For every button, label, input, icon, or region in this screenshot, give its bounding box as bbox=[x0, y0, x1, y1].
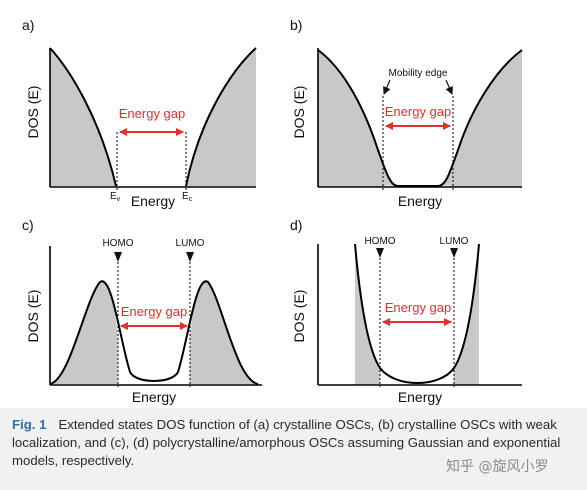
panel-b-mobility-arrow-left bbox=[383, 79, 391, 95]
panel-letter-d: d) bbox=[290, 217, 302, 233]
panel-a-conduction-band bbox=[186, 48, 256, 186]
panel-d-gap-label: Energy gap bbox=[385, 300, 452, 315]
panel-c-lumo-label: LUMO bbox=[176, 238, 205, 249]
panel-letter-c: c) bbox=[22, 217, 34, 233]
panel-c-ylabel: DOS (E) bbox=[25, 290, 41, 343]
panel-c-homo-label: HOMO bbox=[102, 238, 133, 249]
panel-b-band-fill bbox=[318, 50, 522, 187]
panel-c: c) DOS (E) HOMO LUMO Energy gap Energy bbox=[22, 217, 262, 405]
panel-b: b) DOS (E) Mobility edge Energy gap Ener… bbox=[290, 17, 523, 209]
panel-c-xlabel: Energy bbox=[132, 389, 176, 405]
panel-d: d) DOS (E) HOMO LUMO Energy gap Energy bbox=[290, 217, 522, 405]
panel-c-homo-fill bbox=[50, 281, 118, 384]
watermark: 知乎 @旋风小罗 bbox=[446, 459, 549, 475]
panel-d-left-fill bbox=[355, 244, 380, 385]
figure-caption: Fig. 1 Extended states DOS function of (a… bbox=[12, 416, 572, 470]
panel-letter-b: b) bbox=[290, 17, 302, 33]
panel-c-lumo-marker bbox=[186, 252, 194, 262]
panel-c-curve bbox=[49, 280, 259, 385]
panel-d-lumo-marker bbox=[450, 248, 458, 258]
panel-d-ylabel: DOS (E) bbox=[291, 290, 307, 343]
panel-d-curve bbox=[354, 243, 480, 384]
panel-a-valence-band bbox=[50, 48, 116, 186]
panel-b-ylabel: DOS (E) bbox=[291, 86, 307, 139]
caption-box bbox=[0, 408, 587, 490]
panel-a-gap-label: Energy gap bbox=[119, 106, 186, 121]
panel-c-homo-marker bbox=[114, 252, 122, 262]
panel-b-mobility-arrow-right bbox=[445, 79, 453, 95]
panel-a-xlabel: Energy bbox=[131, 193, 175, 209]
panel-d-right-fill bbox=[454, 244, 479, 385]
panel-b-xlabel: Energy bbox=[398, 193, 442, 209]
caption-text: Extended states DOS function of (a) crys… bbox=[12, 417, 561, 468]
panel-a-conduction-curve bbox=[185, 47, 257, 187]
panel-a-valence-curve bbox=[49, 47, 117, 187]
panel-b-mobility-edge-label: Mobility edge bbox=[389, 68, 448, 79]
panel-d-xlabel: Energy bbox=[398, 389, 442, 405]
panel-d-lumo-label: LUMO bbox=[440, 236, 469, 247]
panel-b-curve bbox=[317, 49, 523, 187]
panel-a-ev-label: Ev bbox=[110, 191, 121, 203]
panel-c-gap-label: Energy gap bbox=[121, 304, 188, 319]
panel-c-lumo-fill bbox=[190, 281, 258, 384]
panel-d-homo-marker bbox=[376, 248, 384, 258]
caption-figure-label: Fig. 1 bbox=[12, 417, 47, 432]
panel-a-ylabel: DOS (E) bbox=[25, 86, 41, 139]
panel-letter-a: a) bbox=[22, 17, 34, 33]
panel-a-ec-label: Ec bbox=[182, 191, 193, 203]
panel-a: a) DOS (E) Energy gap Ev Energy Ec bbox=[22, 17, 257, 209]
panel-b-gap-label: Energy gap bbox=[385, 104, 452, 119]
panel-d-homo-label: HOMO bbox=[364, 236, 395, 247]
dos-figure: a) DOS (E) Energy gap Ev Energy Ec b) DO… bbox=[22, 17, 523, 405]
